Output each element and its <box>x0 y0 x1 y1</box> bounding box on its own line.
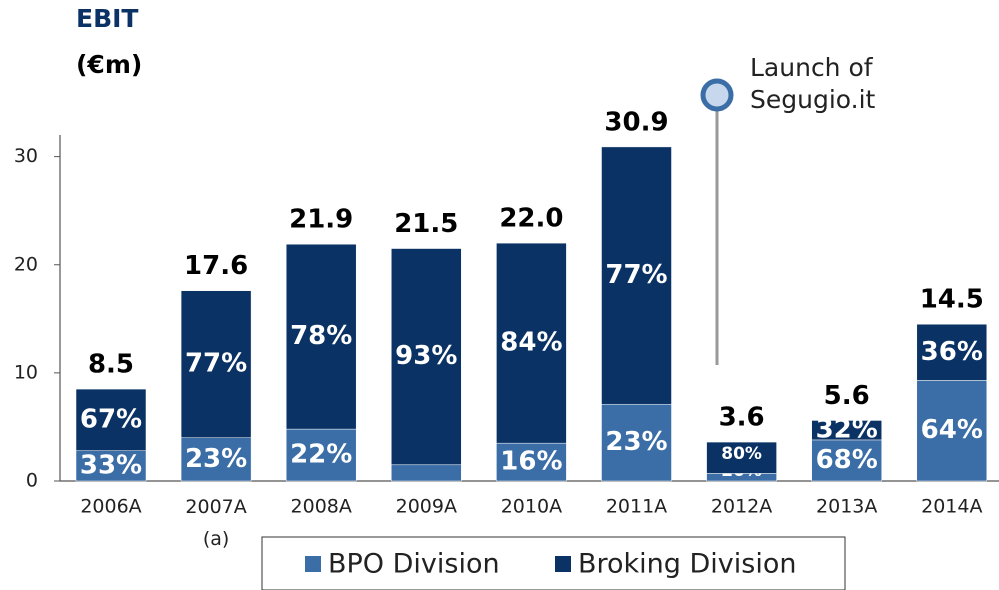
segment-label: 36% <box>921 337 983 367</box>
bar-segment <box>75 450 147 482</box>
segment-label: 77% <box>185 349 247 379</box>
segment-label: 80% <box>721 444 762 464</box>
segment-label: 16% <box>500 447 562 477</box>
x-tick-label: 2006A <box>80 496 141 518</box>
segment-label: 93% <box>395 341 457 371</box>
bar-segment <box>496 442 567 482</box>
legend-swatch <box>305 556 321 572</box>
bar-segment <box>601 403 672 482</box>
x-tick-label: 2014A <box>921 496 982 518</box>
total-label: 30.9 <box>604 107 668 137</box>
x-tick-label: 2012A <box>711 496 772 518</box>
y-tick-label: 0 <box>26 470 38 492</box>
annotation-pin <box>700 78 734 112</box>
bar-segment <box>75 388 147 451</box>
total-label: 22.0 <box>499 204 563 234</box>
bar-segment <box>180 290 252 439</box>
bar-segment <box>285 428 357 482</box>
segment-label: 23% <box>185 444 247 474</box>
x-tick-label: 2008A <box>291 496 352 518</box>
segment-label: 78% <box>290 321 352 351</box>
bar-segment <box>811 439 882 482</box>
total-label: 21.5 <box>394 209 458 239</box>
bar-segment <box>285 243 357 430</box>
y-tick-label: 10 <box>14 361 38 383</box>
segment-label: 32% <box>816 415 878 445</box>
segment-label: 64% <box>921 415 983 445</box>
total-label: 21.9 <box>289 205 353 235</box>
total-label: 14.5 <box>920 285 984 315</box>
segment-label: 67% <box>80 404 142 434</box>
chart-subtitle: (€m) <box>76 50 142 79</box>
bar-segment <box>916 323 988 381</box>
segment-label: 84% <box>500 328 562 358</box>
x-tick-label: 2013A <box>816 496 877 518</box>
y-tick-label: 30 <box>14 145 38 167</box>
bar-segment <box>706 441 777 474</box>
total-label: 8.5 <box>88 350 134 380</box>
x-tick-label: 2009A <box>396 496 457 518</box>
bar-segment <box>180 437 252 482</box>
segment-label: 23% <box>605 427 667 457</box>
chart-title: EBIT <box>76 4 139 33</box>
x-tick-label: 2007A (a) <box>185 496 246 550</box>
bar-segment <box>601 146 672 405</box>
bar-segment <box>811 420 882 441</box>
annotation: Launch of Segugio.it <box>750 53 876 114</box>
segment-label: 33% <box>80 450 142 480</box>
total-label: 17.6 <box>184 251 248 281</box>
x-tick-label: 2011A <box>606 496 667 518</box>
legend-label: Broking Division <box>578 549 797 580</box>
total-label: 5.6 <box>824 381 870 411</box>
total-label: 3.6 <box>719 403 765 433</box>
x-tick-label: 2010A <box>501 496 562 518</box>
segment-label: 77% <box>605 260 667 290</box>
bar-segment <box>496 242 567 444</box>
legend-label: BPO Division <box>328 549 500 580</box>
segment-label: 22% <box>290 440 352 470</box>
legend-swatch <box>555 556 571 572</box>
segment-label: 68% <box>816 445 878 475</box>
legend-box <box>261 536 846 590</box>
y-tick-label: 20 <box>14 253 38 275</box>
bar-segment <box>391 248 462 466</box>
